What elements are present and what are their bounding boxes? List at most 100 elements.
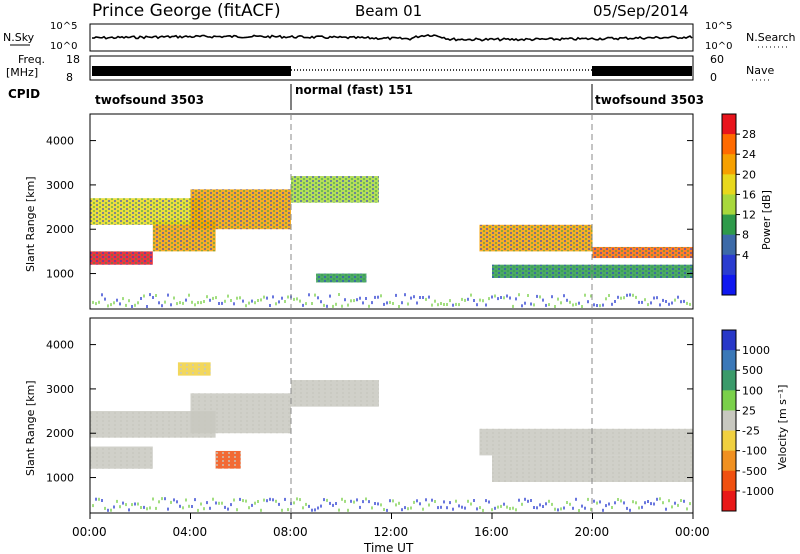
clutter-mark <box>185 498 187 502</box>
clutter-mark <box>647 303 649 307</box>
clutter-mark <box>260 298 262 302</box>
clutter-mark <box>137 502 139 506</box>
clutter-mark <box>605 297 607 301</box>
clutter-mark <box>425 498 427 502</box>
clutter-mark <box>119 302 121 306</box>
clutter-mark <box>656 296 658 300</box>
clutter-mark <box>269 497 271 501</box>
clutter-mark <box>98 300 100 304</box>
clutter-mark <box>509 507 511 511</box>
y-tick-label: 4000 <box>46 339 74 352</box>
clutter-mark <box>686 301 688 305</box>
clutter-mark <box>641 300 643 304</box>
x-tick-label: 04:00 <box>173 525 208 539</box>
clutter-mark <box>356 498 358 502</box>
clutter-mark <box>449 501 451 505</box>
clutter-mark <box>233 498 235 502</box>
clutter-mark <box>614 300 616 303</box>
clutter-mark <box>503 296 505 300</box>
clutter-mark <box>146 305 148 308</box>
clutter-mark <box>323 498 325 502</box>
clutter-mark <box>434 500 436 503</box>
heatmap-band-texture <box>90 446 153 469</box>
clutter-mark <box>512 304 514 308</box>
clutter-mark <box>476 303 478 307</box>
velocity-panel: 1000 2000 3000 4000 Slant Range [km] <box>24 317 694 514</box>
clutter-mark <box>608 502 610 506</box>
clutter-mark <box>287 508 289 512</box>
cpid-segment-1: twofsound 3503 <box>95 93 204 107</box>
clutter-mark <box>407 507 409 511</box>
clutter-mark <box>395 503 397 507</box>
clutter-mark <box>446 506 448 510</box>
clutter-mark <box>128 508 130 512</box>
clutter-mark <box>236 296 238 300</box>
power-panel: 1000 2000 3000 4000 Slant Range [km] <box>24 113 694 310</box>
clutter-mark <box>380 503 382 507</box>
colorbar-swatch <box>722 350 736 371</box>
clutter-mark <box>563 506 565 510</box>
clutter-mark <box>554 507 556 511</box>
clutter-mark <box>434 299 436 303</box>
clutter-mark <box>512 506 514 510</box>
clutter-mark <box>383 508 385 511</box>
heatmap-band-texture <box>592 246 693 259</box>
clutter-mark <box>452 303 454 307</box>
clutter-mark <box>296 297 298 301</box>
colorbar-swatch <box>722 430 736 452</box>
clutter-mark <box>488 297 490 301</box>
colorbar-swatch <box>722 234 736 256</box>
clutter-mark <box>443 500 445 504</box>
clutter-mark <box>491 295 493 299</box>
power-colorbar-label: Power [dB] <box>760 190 773 250</box>
noise-right-tick-high: 10^5 <box>705 21 732 32</box>
clutter-mark <box>539 503 541 507</box>
clutter-mark <box>524 301 526 305</box>
clutter-mark <box>98 497 100 501</box>
clutter-mark <box>113 505 115 509</box>
clutter-mark <box>158 301 160 305</box>
clutter-mark <box>167 507 169 511</box>
clutter-mark <box>599 304 601 308</box>
clutter-mark <box>680 499 682 502</box>
clutter-mark <box>623 296 625 300</box>
clutter-mark <box>92 300 94 304</box>
clutter-mark <box>179 301 181 305</box>
heatmap-band-texture <box>177 362 211 376</box>
clutter-mark <box>320 504 322 508</box>
colorbar-swatch <box>722 450 736 472</box>
clutter-mark <box>377 502 379 506</box>
clutter-mark <box>92 504 94 508</box>
clutter-mark <box>125 303 127 307</box>
clutter-mark <box>635 501 637 505</box>
clutter-mark <box>131 305 133 308</box>
clutter-mark <box>431 303 433 307</box>
clutter-mark <box>476 507 478 511</box>
clutter-mark <box>347 303 349 307</box>
colorbar-tick-label: 8 <box>742 229 749 242</box>
clutter-mark <box>392 499 394 503</box>
clutter-mark <box>254 301 256 305</box>
clutter-mark <box>233 302 235 306</box>
colorbar-tick-label: 28 <box>742 128 756 141</box>
nave-label: Nave <box>746 64 774 77</box>
clutter-mark <box>320 300 322 304</box>
clutter-mark <box>671 301 673 305</box>
clutter-mark <box>230 299 232 302</box>
clutter-mark <box>188 504 190 508</box>
clutter-mark <box>170 303 172 307</box>
clutter-mark <box>194 303 196 307</box>
clutter-mark <box>428 503 430 507</box>
clutter-mark <box>95 497 97 501</box>
clutter-mark <box>152 296 154 299</box>
clutter-mark <box>386 508 388 512</box>
clutter-mark <box>383 302 385 306</box>
clutter-mark <box>182 301 184 305</box>
clutter-mark <box>620 499 622 503</box>
clutter-mark <box>293 297 295 301</box>
clutter-mark <box>479 506 481 510</box>
clutter-mark <box>560 301 562 305</box>
clutter-mark <box>149 293 151 297</box>
clutter-mark <box>248 506 250 510</box>
clutter-mark <box>227 294 229 298</box>
